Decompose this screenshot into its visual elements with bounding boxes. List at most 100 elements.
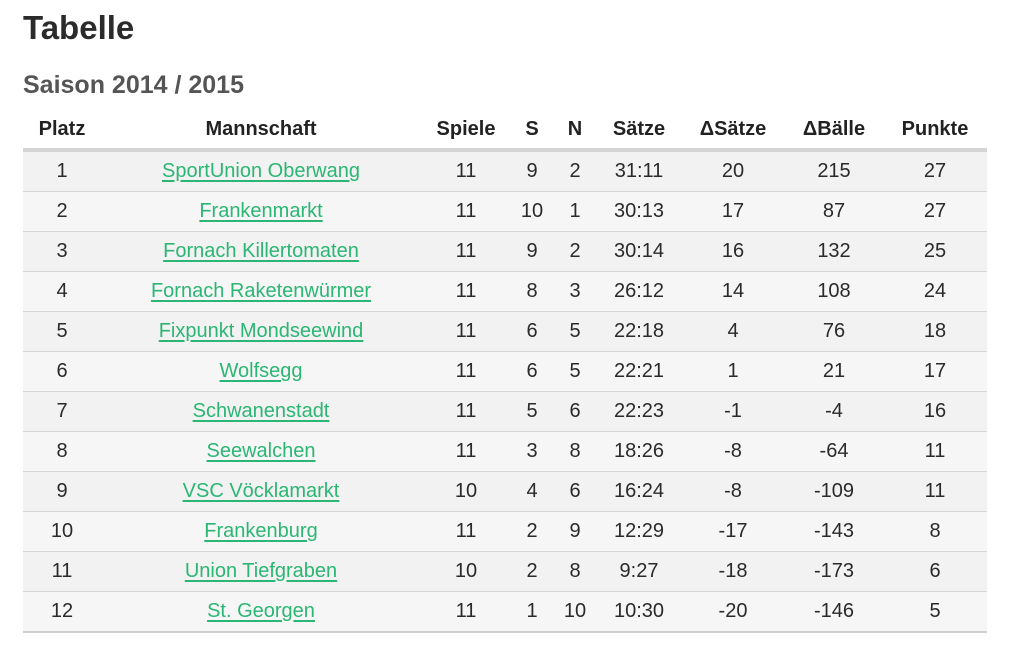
season-title: Saison 2014 / 2015 (23, 71, 244, 99)
cell-team: Union Tiefgraben (101, 551, 421, 592)
standings-table: Platz Mannschaft Spiele S N Sätze ΔSätze… (23, 110, 987, 633)
cell-siege: 10 (511, 191, 553, 232)
cell-punkte: 18 (883, 311, 987, 352)
cell-delta-saetze: -1 (681, 391, 785, 432)
cell-spiele: 11 (421, 391, 511, 432)
cell-platz: 5 (23, 311, 101, 352)
cell-siege: 6 (511, 351, 553, 392)
cell-punkte: 27 (883, 191, 987, 232)
table-row: 1 SportUnion Oberwang 11 9 2 31:11 20 21… (23, 150, 987, 192)
cell-delta-baelle: 108 (785, 271, 883, 312)
cell-niederlagen: 3 (553, 271, 597, 312)
cell-niederlagen: 1 (553, 191, 597, 232)
team-link[interactable]: Seewalchen (206, 440, 316, 462)
cell-punkte: 24 (883, 271, 987, 312)
team-link[interactable]: SportUnion Oberwang (162, 160, 360, 182)
cell-saetze: 31:11 (597, 150, 681, 192)
cell-spiele: 11 (421, 150, 511, 192)
cell-niederlagen: 2 (553, 231, 597, 272)
cell-delta-saetze: -17 (681, 511, 785, 552)
cell-niederlagen: 6 (553, 471, 597, 512)
team-link[interactable]: Schwanenstadt (192, 400, 330, 422)
cell-saetze: 26:12 (597, 271, 681, 312)
cell-niederlagen: 9 (553, 511, 597, 552)
cell-platz: 9 (23, 471, 101, 512)
cell-saetze: 12:29 (597, 511, 681, 552)
cell-platz: 12 (23, 591, 101, 633)
team-link[interactable]: Fornach Raketenwürmer (150, 280, 372, 302)
cell-siege: 1 (511, 591, 553, 633)
cell-saetze: 22:18 (597, 311, 681, 352)
cell-delta-saetze: 4 (681, 311, 785, 352)
team-link[interactable]: Frankenmarkt (199, 200, 323, 222)
cell-siege: 2 (511, 551, 553, 592)
header-saetze: Sätze (597, 110, 681, 152)
cell-platz: 4 (23, 271, 101, 312)
cell-team: St. Georgen (101, 591, 421, 633)
cell-siege: 2 (511, 511, 553, 552)
cell-delta-baelle: 215 (785, 150, 883, 192)
table-row: 10 Frankenburg 11 2 9 12:29 -17 -143 8 (23, 511, 987, 552)
cell-delta-baelle: 87 (785, 191, 883, 232)
cell-punkte: 6 (883, 551, 987, 592)
cell-saetze: 16:24 (597, 471, 681, 512)
cell-delta-saetze: -8 (681, 471, 785, 512)
cell-delta-saetze: 1 (681, 351, 785, 392)
cell-delta-baelle: -64 (785, 431, 883, 472)
cell-saetze: 10:30 (597, 591, 681, 633)
cell-delta-baelle: 132 (785, 231, 883, 272)
cell-punkte: 8 (883, 511, 987, 552)
table-row: 6 Wolfsegg 11 6 5 22:21 1 21 17 (23, 351, 987, 392)
cell-siege: 8 (511, 271, 553, 312)
cell-spiele: 11 (421, 511, 511, 552)
team-link[interactable]: VSC Vöcklamarkt (182, 480, 340, 502)
cell-saetze: 18:26 (597, 431, 681, 472)
table-row: 2 Frankenmarkt 11 10 1 30:13 17 87 27 (23, 191, 987, 232)
cell-platz: 8 (23, 431, 101, 472)
team-link[interactable]: Union Tiefgraben (184, 560, 338, 582)
cell-delta-saetze: -8 (681, 431, 785, 472)
cell-platz: 6 (23, 351, 101, 392)
cell-niederlagen: 5 (553, 351, 597, 392)
cell-delta-baelle: -109 (785, 471, 883, 512)
team-link[interactable]: Fornach Killertomaten (163, 240, 359, 262)
team-link[interactable]: Frankenburg (204, 520, 318, 542)
cell-team: Schwanenstadt (101, 391, 421, 432)
cell-siege: 5 (511, 391, 553, 432)
cell-niederlagen: 10 (553, 591, 597, 633)
cell-spiele: 11 (421, 431, 511, 472)
page-title: Tabelle (23, 9, 135, 46)
cell-team: Wolfsegg (101, 351, 421, 392)
cell-saetze: 22:21 (597, 351, 681, 392)
cell-delta-baelle: -146 (785, 591, 883, 633)
cell-niederlagen: 8 (553, 551, 597, 592)
cell-spiele: 11 (421, 351, 511, 392)
cell-platz: 11 (23, 551, 101, 592)
cell-delta-saetze: -20 (681, 591, 785, 633)
cell-spiele: 11 (421, 191, 511, 232)
cell-punkte: 16 (883, 391, 987, 432)
cell-spiele: 11 (421, 231, 511, 272)
cell-saetze: 22:23 (597, 391, 681, 432)
cell-delta-baelle: -4 (785, 391, 883, 432)
cell-niederlagen: 2 (553, 150, 597, 192)
cell-niederlagen: 6 (553, 391, 597, 432)
table-row: 5 Fixpunkt Mondseewind 11 6 5 22:18 4 76… (23, 311, 987, 352)
header-delta-saetze: ΔSätze (681, 110, 785, 152)
header-siege: S (511, 110, 553, 152)
team-link[interactable]: St. Georgen (207, 600, 315, 622)
cell-team: Frankenburg (101, 511, 421, 552)
cell-team: Fixpunkt Mondseewind (101, 311, 421, 352)
cell-team: Fornach Raketenwürmer (101, 271, 421, 312)
team-link[interactable]: Fixpunkt Mondseewind (158, 320, 364, 342)
team-link[interactable]: Wolfsegg (219, 360, 303, 382)
cell-siege: 3 (511, 431, 553, 472)
table-row: 12 St. Georgen 11 1 10 10:30 -20 -146 5 (23, 591, 987, 633)
cell-punkte: 17 (883, 351, 987, 392)
cell-saetze: 9:27 (597, 551, 681, 592)
cell-punkte: 27 (883, 150, 987, 192)
cell-team: Frankenmarkt (101, 191, 421, 232)
header-niederlagen: N (553, 110, 597, 152)
cell-platz: 2 (23, 191, 101, 232)
cell-siege: 9 (511, 231, 553, 272)
